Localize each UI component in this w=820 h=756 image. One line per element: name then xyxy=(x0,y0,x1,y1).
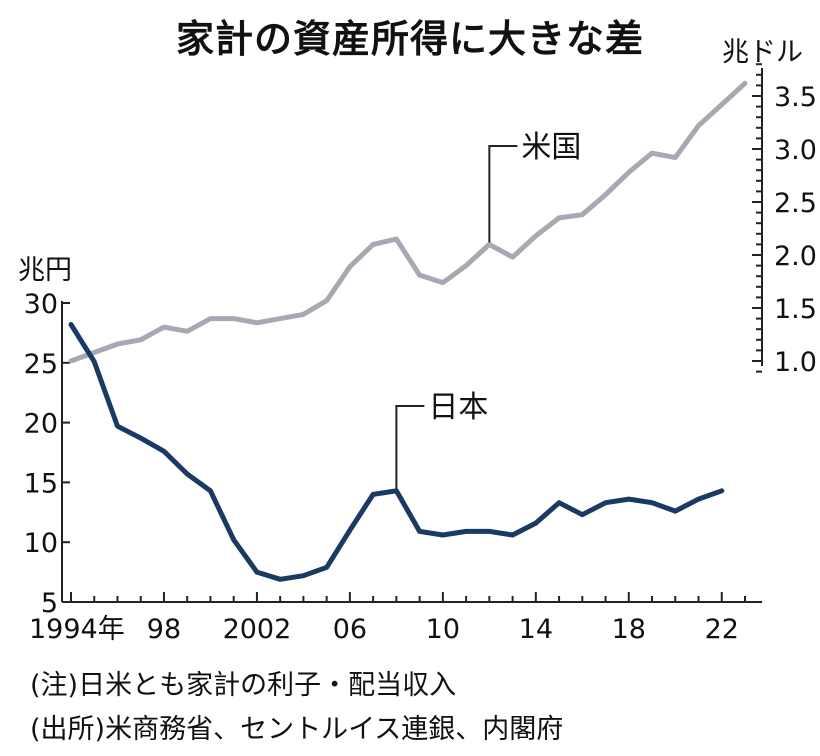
x-tick-label: 2002 xyxy=(223,614,292,645)
right-y-tick-label: 2.0 xyxy=(774,241,817,272)
right-y-tick-label: 2.5 xyxy=(774,188,817,219)
x-tick-label: 14 xyxy=(519,614,553,645)
x-tick-label: 98 xyxy=(147,614,181,645)
left-axis-unit: 兆円 xyxy=(18,255,72,286)
left-y-tick-label: 10 xyxy=(24,528,58,559)
left-y-tick-label: 25 xyxy=(24,349,58,380)
right-y-tick-label: 3.0 xyxy=(774,135,817,166)
x-tick-label: 22 xyxy=(705,614,739,645)
series-label-us: 米国 xyxy=(521,130,581,165)
leader-line-japan xyxy=(395,405,425,489)
right-y-tick-label: 3.5 xyxy=(774,82,817,113)
series-line-us xyxy=(68,80,748,364)
source-line: (出所)米商務省、セントルイス連銀、内閣府 xyxy=(30,714,564,745)
x-tick-label: 06 xyxy=(333,614,367,645)
left-y-tick-label: 20 xyxy=(24,409,58,440)
x-tick-label: 1994年 xyxy=(29,614,125,645)
right-y-tick-label: 1.5 xyxy=(774,294,817,325)
left-y-tick-label: 15 xyxy=(24,468,58,499)
left-y-tick-label: 5 xyxy=(41,588,58,619)
series-line-japan xyxy=(68,322,725,582)
chart-title: 家計の資産所得に大きな差 xyxy=(175,17,644,61)
right-axis-unit: 兆ドル xyxy=(722,37,803,68)
notes: (注)日米とも家計の利子・配当収入 (出所)米商務省、セントルイス連銀、内閣府 xyxy=(30,664,563,752)
x-tick-label: 10 xyxy=(426,614,460,645)
x-tick-label: 18 xyxy=(612,614,646,645)
note-line: (注)日米とも家計の利子・配当収入 xyxy=(30,670,457,701)
right-y-tick-label: 1.0 xyxy=(774,347,817,378)
left-y-tick-label: 30 xyxy=(24,289,58,320)
leader-line-us xyxy=(488,145,518,243)
series-label-japan: 日本 xyxy=(428,390,488,425)
